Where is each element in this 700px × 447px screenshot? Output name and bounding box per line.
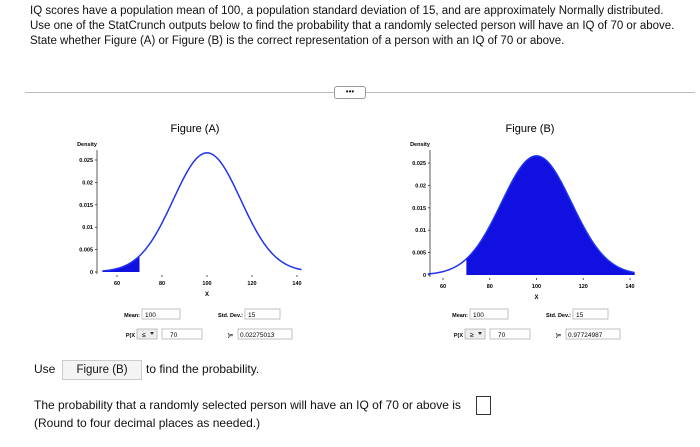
answer-input[interactable] <box>476 396 491 415</box>
x-tick-label: 140 <box>292 281 301 287</box>
y-tick-label: 0.005 <box>412 251 426 257</box>
sd-value: 15 <box>576 312 584 319</box>
equals-label: )= <box>228 333 233 339</box>
mean-box <box>469 308 509 320</box>
x-tick-label: 120 <box>579 284 588 290</box>
prob-label: P(X <box>454 333 464 339</box>
sd-label: Std. Dev.: <box>546 313 571 319</box>
x-tick-label: 60 <box>440 284 446 290</box>
shaded-area <box>102 255 140 272</box>
x-tick-label: 80 <box>487 284 493 290</box>
operator-box <box>136 328 158 340</box>
result-box <box>565 328 621 340</box>
mean-value: 100 <box>473 312 484 319</box>
note: (Round to four decimal places as needed.… <box>34 416 261 430</box>
x-tick-label: 100 <box>532 284 541 290</box>
figure-title: Figure (B) <box>506 123 555 135</box>
x-axis-label: X <box>534 295 538 301</box>
y-tick-label: 0.02 <box>82 180 93 186</box>
sd-box <box>244 308 281 320</box>
x-axis-label: X <box>205 292 209 298</box>
operator-box <box>464 328 486 340</box>
shaded-area <box>466 155 635 275</box>
sd-value: 15 <box>248 312 256 319</box>
mean-label: Mean: <box>124 313 140 319</box>
question: IQ scores have a population mean of 100,… <box>30 5 675 47</box>
density-curve <box>102 152 302 272</box>
x-value: 70 <box>170 332 178 339</box>
sd-box <box>572 308 609 320</box>
figure-dropdown[interactable]: Figure (B) <box>62 360 142 380</box>
y-tick-label: 0.015 <box>79 203 93 209</box>
mean-box <box>141 308 181 320</box>
x-value: 70 <box>498 332 506 339</box>
x-box <box>489 328 531 340</box>
prob-label: P(X <box>126 333 136 339</box>
expand-button[interactable]: ••• <box>334 86 366 99</box>
y-axis-label: Density <box>77 142 98 148</box>
x-tick-label: 60 <box>114 281 120 287</box>
use-label: Use <box>34 362 56 376</box>
use-suffix: to find the probability. <box>146 362 260 376</box>
density-curve <box>427 155 635 275</box>
y-tick-label: 0.025 <box>79 158 93 164</box>
result: 0.02275013 <box>240 332 275 339</box>
y-tick-label: 0.01 <box>415 228 426 234</box>
prompt: The probability that a randomly selected… <box>34 398 461 412</box>
x-tick-label: 100 <box>202 281 211 287</box>
mean-value: 100 <box>145 312 156 319</box>
x-tick-label: 80 <box>159 281 165 287</box>
figure-title: Figure (A) <box>171 123 220 135</box>
dropdown-arrow <box>150 332 154 335</box>
y-tick-label: 0.025 <box>412 161 426 167</box>
result-box <box>237 328 293 340</box>
equals-label: )= <box>556 333 561 339</box>
y-tick-label: 0.015 <box>412 206 426 212</box>
y-tick-label: 0.01 <box>82 225 93 231</box>
x-box <box>161 328 203 340</box>
y-tick-label: 0.005 <box>79 248 93 254</box>
sd-label: Std. Dev.: <box>218 313 243 319</box>
operator: ≥ <box>470 332 474 339</box>
y-tick-label: 0 <box>423 273 426 279</box>
result: 0.97724987 <box>568 332 603 339</box>
x-tick-label: 140 <box>625 284 634 290</box>
dropdown-arrow <box>478 332 482 335</box>
y-tick-label: 0.02 <box>415 183 426 189</box>
y-axis-label: Density <box>410 142 431 148</box>
y-tick-label: 0 <box>90 270 93 276</box>
operator: ≤ <box>142 332 146 339</box>
x-tick-label: 120 <box>247 281 256 287</box>
mean-label: Mean: <box>452 313 468 319</box>
